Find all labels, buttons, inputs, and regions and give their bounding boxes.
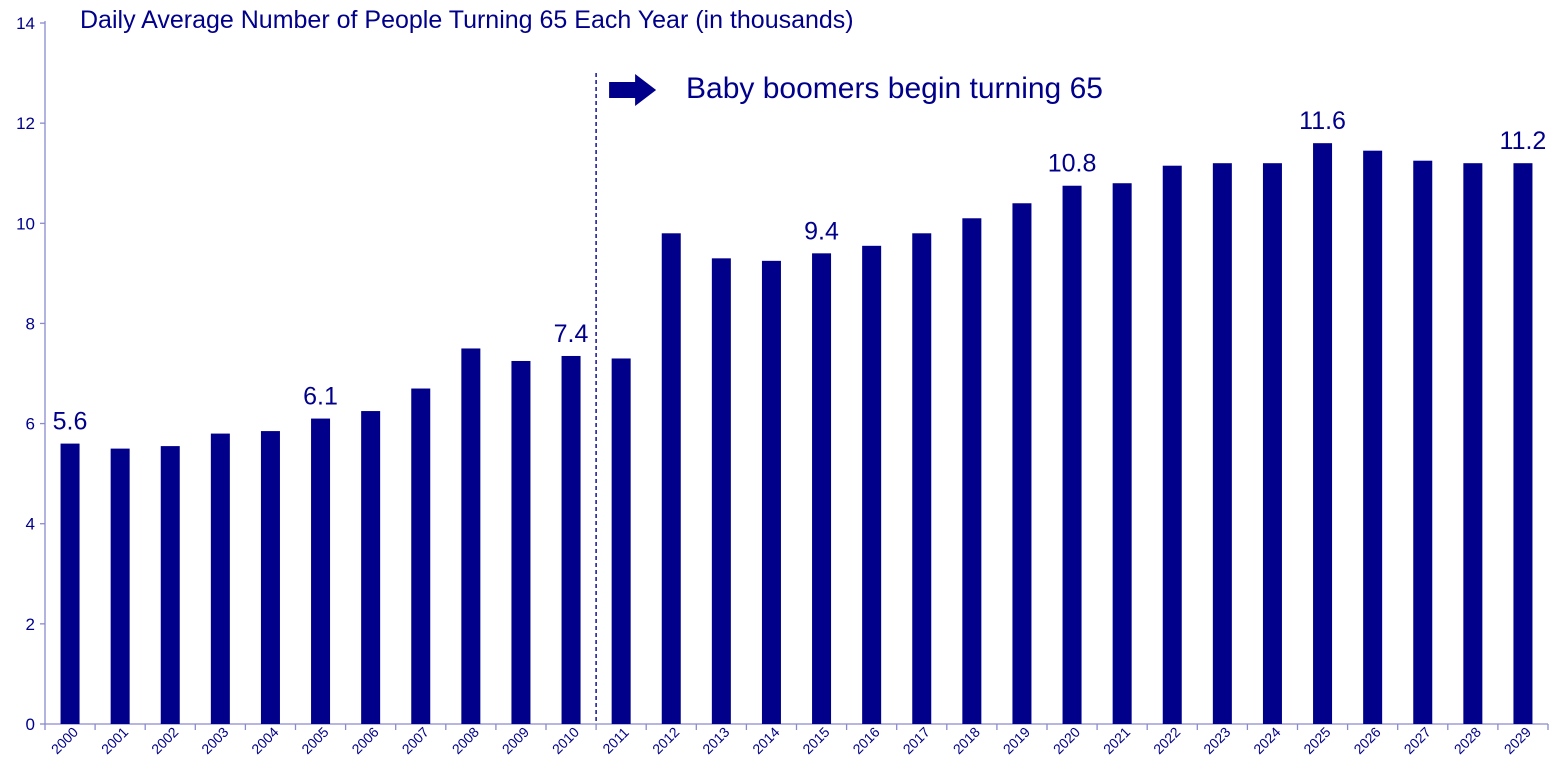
bar-2020: [1062, 185, 1082, 724]
data-label: 7.4: [554, 320, 589, 348]
bar-2016: [862, 245, 882, 724]
y-tick-label: 0: [26, 715, 35, 734]
y-tick-label: 6: [26, 415, 35, 434]
bar-2015: [812, 253, 832, 725]
x-tick-label: 2009: [499, 724, 532, 757]
bar-2009: [511, 360, 531, 724]
bar-2001: [110, 448, 130, 724]
bar-2022: [1162, 165, 1182, 725]
bar-2004: [260, 431, 280, 724]
x-tick-label: 2028: [1451, 724, 1484, 757]
x-tick-label: 2003: [198, 724, 231, 757]
chart-title: Daily Average Number of People Turning 6…: [80, 6, 854, 34]
x-tick-label: 2012: [649, 724, 682, 757]
x-tick-label: 2014: [749, 724, 782, 757]
bar-2003: [210, 433, 230, 724]
x-tick-label: 2011: [599, 724, 632, 757]
bars: [60, 143, 1533, 725]
x-tick-label: 2008: [449, 724, 482, 757]
y-tick-label: 2: [26, 615, 35, 634]
bar-2019: [1012, 203, 1032, 724]
x-tick-label: 2029: [1501, 724, 1534, 757]
x-tick-label: 2010: [549, 724, 582, 757]
x-tick-label: 2022: [1150, 724, 1183, 757]
bar-2025: [1313, 143, 1333, 724]
annotation-text: Baby boomers begin turning 65: [686, 72, 1103, 105]
bar-2028: [1463, 163, 1483, 724]
y-tick-label: 10: [16, 214, 35, 233]
bar-2002: [160, 446, 180, 724]
data-label: 10.8: [1048, 150, 1097, 178]
bar-2012: [661, 233, 681, 725]
bar-2021: [1112, 183, 1132, 724]
bar-2024: [1262, 163, 1282, 724]
x-tick-label: 2000: [48, 724, 81, 757]
x-tick-label: 2005: [298, 724, 331, 757]
bar-2023: [1212, 163, 1232, 724]
bar-2007: [411, 388, 431, 724]
bar-2006: [361, 411, 381, 724]
y-tick-label: 4: [26, 515, 35, 534]
bar-2018: [962, 218, 982, 724]
x-tick-label: 2016: [849, 724, 882, 757]
x-tick-label: 2025: [1300, 724, 1333, 757]
data-label: 9.4: [804, 217, 839, 245]
x-tick-label: 2023: [1200, 724, 1233, 757]
x-tick-label: 2024: [1250, 724, 1283, 757]
data-label: 11.2: [1500, 127, 1547, 155]
annotation: [595, 73, 657, 724]
data-labels: 5.6 6.1 7.4 9.4 10.8 11.6 11.2: [53, 107, 1547, 435]
bar-2027: [1413, 160, 1433, 725]
x-tick-label: 2018: [950, 724, 983, 757]
x-tick-label: 2027: [1401, 724, 1434, 757]
bar-2014: [761, 260, 781, 724]
data-label: 5.6: [53, 408, 88, 436]
bar-2029: [1513, 163, 1533, 724]
bar-2011: [611, 358, 631, 724]
x-tick-label: 2026: [1350, 724, 1383, 757]
x-tick-label: 2019: [1000, 724, 1033, 757]
data-label: 11.6: [1299, 107, 1346, 135]
bar-2010: [561, 355, 581, 724]
bar-2000: [60, 443, 80, 724]
x-tick-label: 2021: [1100, 724, 1133, 757]
data-label: 6.1: [303, 383, 338, 411]
bar-2008: [461, 348, 481, 724]
bar-2017: [912, 233, 932, 725]
x-tick-label: 2001: [98, 724, 131, 757]
y-tick-label: 14: [16, 14, 35, 33]
x-tick-label: 2013: [699, 724, 732, 757]
x-tick-label: 2020: [1050, 724, 1083, 757]
bar-2026: [1363, 150, 1383, 725]
bar-2005: [311, 418, 331, 724]
y-tick-label: 8: [26, 314, 35, 333]
x-tick-label: 2017: [900, 724, 933, 757]
right-arrow-icon: [609, 74, 657, 106]
x-tick-label: 2004: [248, 724, 281, 757]
x-tick-label: 2007: [399, 724, 432, 757]
y-tick-label: 12: [16, 114, 35, 133]
x-tick-label: 2006: [348, 724, 381, 757]
x-tick-label: 2002: [148, 724, 181, 757]
bar-2013: [711, 258, 731, 724]
x-tick-label: 2015: [799, 724, 832, 757]
